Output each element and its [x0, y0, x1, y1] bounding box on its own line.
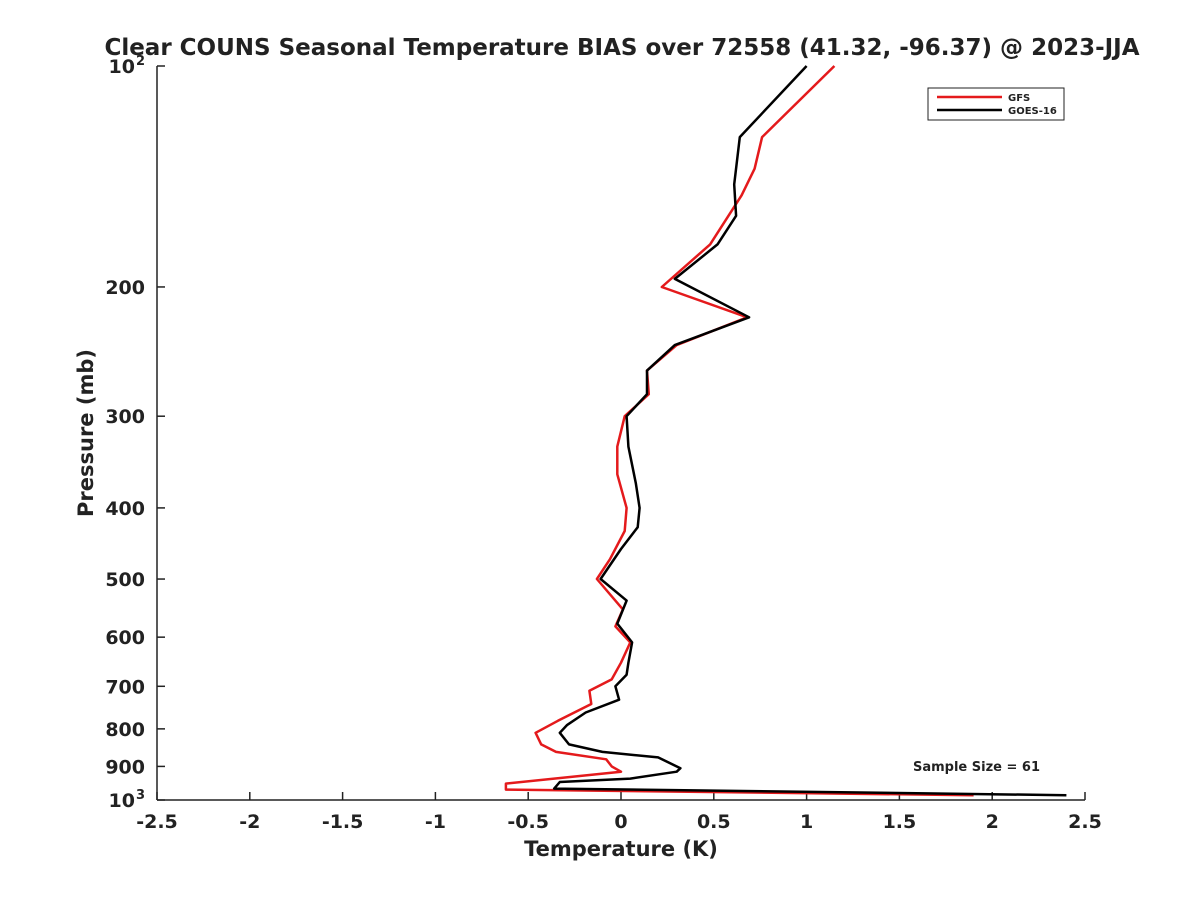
y-tick-label: 600	[105, 627, 145, 649]
x-axis-label: Temperature (K)	[524, 837, 718, 861]
x-tick-label: -2	[239, 811, 260, 833]
y-tick-label: 800	[105, 719, 145, 741]
x-tick-label: -1	[425, 811, 446, 833]
y-tick-label: 400	[105, 498, 145, 520]
series-lines	[504, 65, 1067, 797]
y-tick-label: 700	[105, 676, 145, 698]
series-line-goes16	[552, 65, 1067, 797]
y-tick-label: 500	[105, 569, 145, 591]
tick-labels: -2.5 -2 -1.5 -1 -0.5 0 0.5 1 1.5 2 2.510 2200300400…	[105, 54, 1102, 833]
x-tick-label: 1	[800, 811, 813, 833]
y-axis-label: Pressure (mb)	[74, 349, 98, 517]
y-tick-exponent: 3	[136, 788, 145, 803]
x-tick-label: 2.5	[1068, 811, 1102, 833]
legend-box	[927, 87, 1065, 121]
chart-title: Clear COUNS Seasonal Temperature BIAS ov…	[104, 35, 1139, 61]
legend-label-goes16: GOES-16	[1008, 106, 1057, 117]
x-tick-label: 1.5	[883, 811, 917, 833]
x-tick-label: 0.5	[697, 811, 731, 833]
x-tick-label: 0	[614, 811, 627, 833]
x-tick-label: -2.5	[136, 811, 178, 833]
y-tick-label: 10	[109, 56, 135, 78]
y-tick-label: 300	[105, 406, 145, 428]
legend-label-gfs: GFS	[1008, 93, 1030, 104]
sample-size-annotation: Sample Size = 61	[913, 760, 1040, 775]
plot-axes	[156, 65, 1086, 801]
y-tick-label: 900	[105, 756, 145, 778]
legend: GFS GOES-16	[927, 87, 1065, 121]
series-line-gfs	[504, 65, 974, 797]
x-tick-label: -1.5	[322, 811, 364, 833]
y-tick-label: 10	[109, 790, 135, 812]
y-tick-exponent: 2	[136, 54, 145, 69]
x-tick-label: -0.5	[507, 811, 549, 833]
y-tick-label: 200	[105, 277, 145, 299]
x-tick-label: 2	[986, 811, 999, 833]
